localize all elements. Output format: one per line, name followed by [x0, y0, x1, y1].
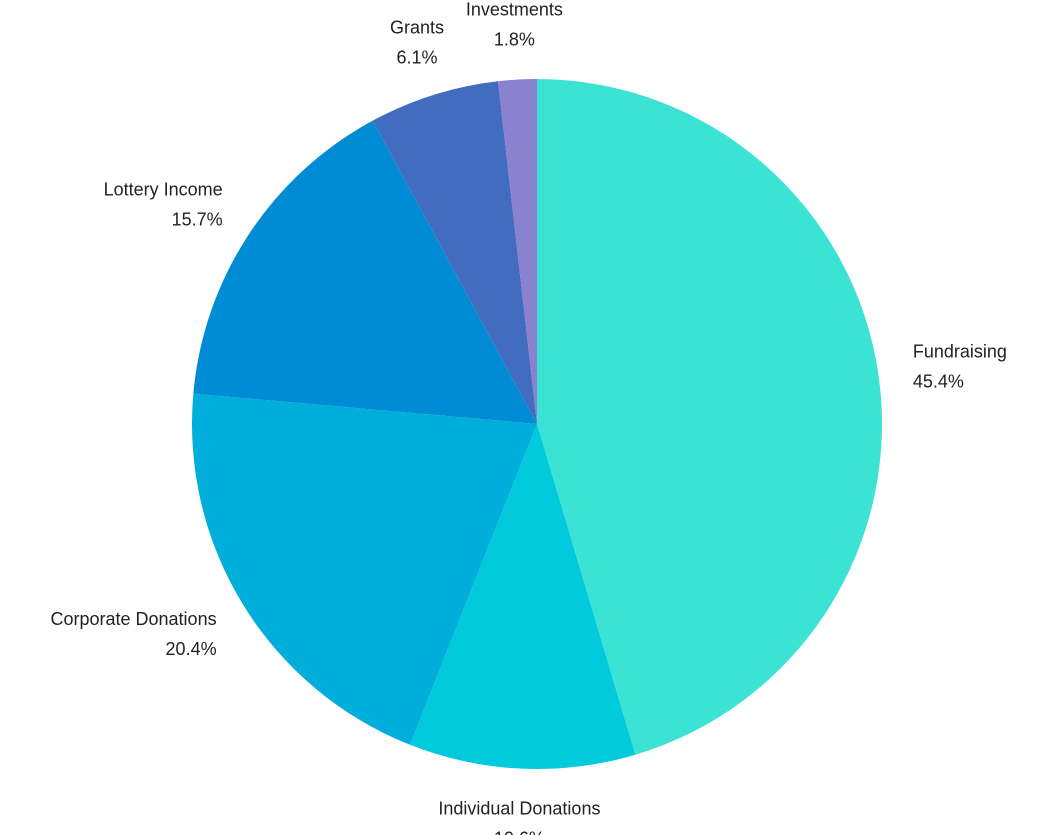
- pie-labels: Fundraising 45.4% Individual Donations 10.6…: [50, 0, 1006, 835]
- slice-label-individual-donations: Individual Donations: [438, 799, 600, 819]
- pie-slice-fundraising: [537, 79, 883, 755]
- slice-percent-grants: 6.1%: [396, 47, 437, 67]
- pie-slice-grants: [372, 81, 537, 424]
- slice-percent-corporate-donations: 20.4%: [166, 639, 217, 659]
- slice-percent-lottery-income: 15.7%: [172, 209, 223, 229]
- pie-slice-individual-donations: [409, 424, 636, 770]
- slice-label-fundraising: Fundraising: [913, 341, 1007, 361]
- pie-slice-investments: [498, 79, 537, 424]
- slice-percent-fundraising: 45.4%: [913, 371, 964, 391]
- slice-percent-individual-donations: 10.6%: [494, 829, 545, 835]
- pie-slices: [191, 79, 883, 770]
- slice-label-grants: Grants: [390, 17, 444, 37]
- pie-slice-lottery-income: [193, 120, 537, 425]
- slice-label-lottery-income: Lottery Income: [104, 179, 223, 199]
- slice-label-corporate-donations: Corporate Donations: [50, 609, 216, 629]
- pie-slice-corporate-donations: [191, 393, 537, 745]
- slice-percent-investments: 1.8%: [494, 30, 535, 50]
- slice-label-investments: Investments: [466, 0, 563, 20]
